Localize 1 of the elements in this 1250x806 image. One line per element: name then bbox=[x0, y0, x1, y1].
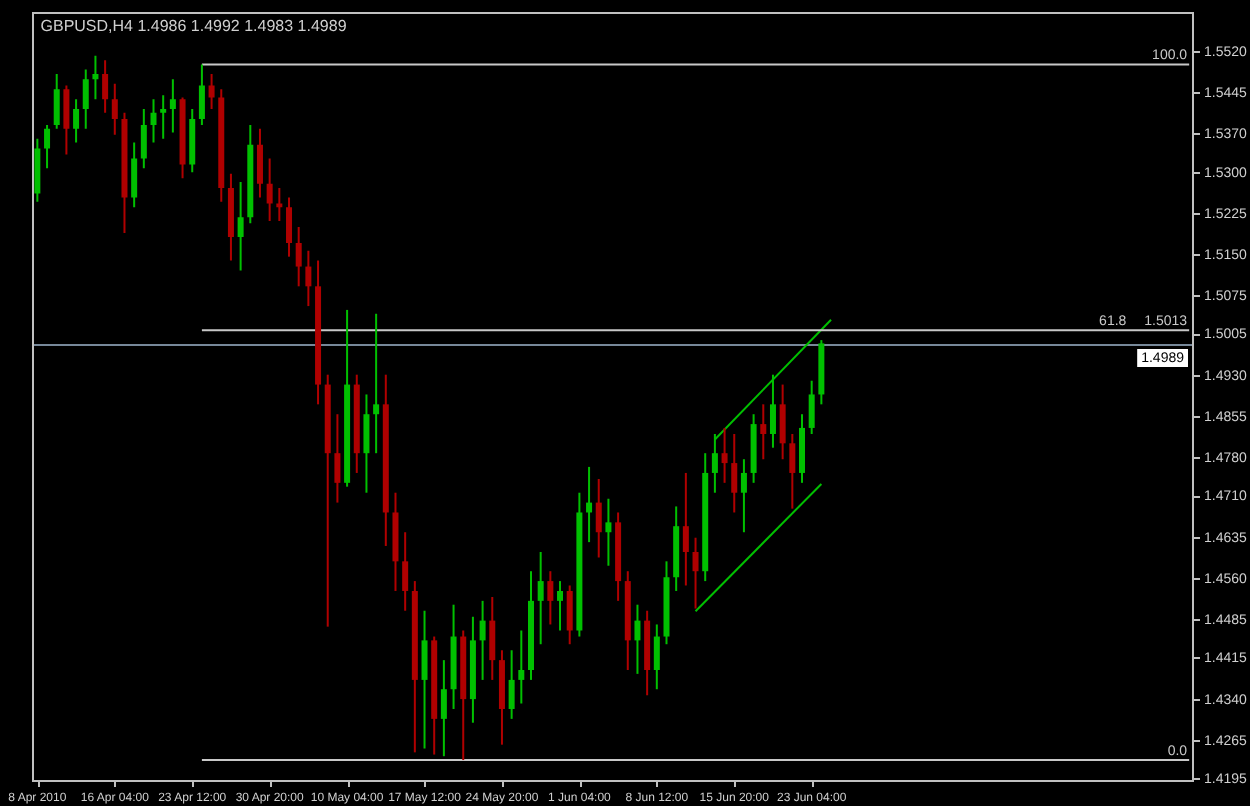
chart-title: GBPUSD,H4 1.4986 1.4992 1.4983 1.4989 bbox=[40, 16, 348, 35]
